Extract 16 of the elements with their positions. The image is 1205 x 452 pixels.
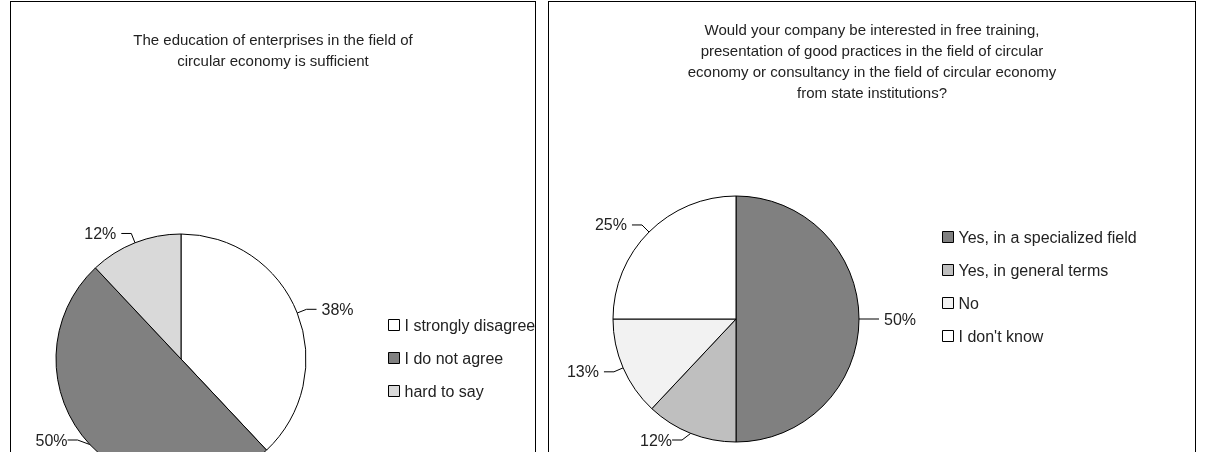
legend-label: I don't know (958, 327, 1044, 345)
legend-label: No (958, 294, 980, 312)
data-label: 12% (84, 224, 117, 242)
data-label: 13% (566, 363, 599, 381)
legend-label: Yes, in general terms (958, 261, 1109, 279)
legend-label: I do not agree (404, 349, 504, 367)
data-label: 12% (640, 431, 673, 449)
data-label: 25% (594, 216, 627, 234)
data-label: 50% (884, 310, 917, 328)
chart-title: Would your company be interested in free training, presentation of good practices in the field of circular economy or consultancy in the field of circular economy from state institutions? (687, 21, 1057, 101)
data-label: 38% (321, 300, 354, 318)
chart-title: The education of enterprises in the field of circular economy is sufficient (133, 31, 414, 69)
legend-label: I strongly disagree (404, 316, 536, 334)
legend-label: Yes, in a specialized field (958, 228, 1137, 246)
legend-label: hard to say (404, 382, 484, 400)
data-label: 50% (35, 431, 68, 449)
